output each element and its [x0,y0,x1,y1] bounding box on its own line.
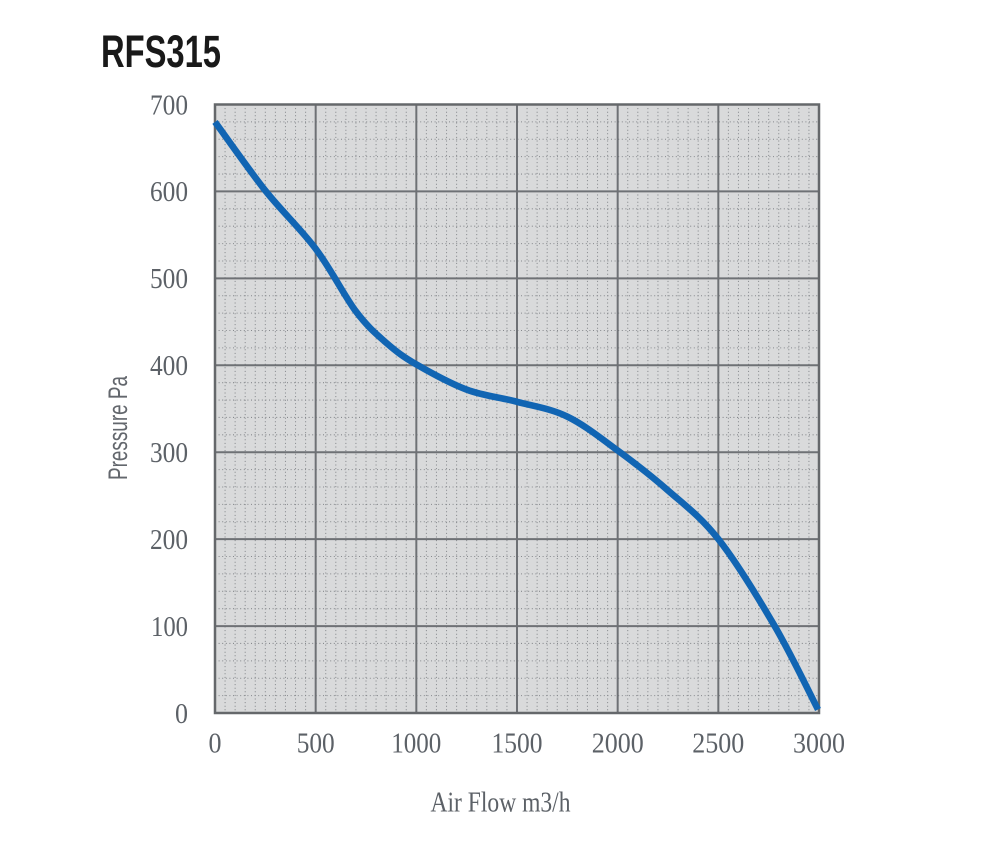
svg-text:500: 500 [297,728,335,760]
svg-text:Pressure Pa: Pressure Pa [103,375,133,480]
svg-text:RFS315: RFS315 [101,26,221,77]
svg-text:0: 0 [175,698,188,730]
svg-text:500: 500 [150,263,188,295]
svg-text:200: 200 [150,524,188,556]
svg-text:Air Flow m3/h: Air Flow m3/h [431,787,571,819]
svg-text:2500: 2500 [692,728,744,760]
svg-text:700: 700 [150,89,188,121]
svg-text:1000: 1000 [391,728,441,760]
svg-text:0: 0 [209,728,222,760]
svg-text:400: 400 [150,350,188,382]
svg-text:300: 300 [150,437,188,469]
svg-text:2000: 2000 [592,728,644,760]
svg-text:600: 600 [150,176,188,208]
svg-text:3000: 3000 [793,728,845,760]
svg-text:1500: 1500 [492,728,543,760]
svg-text:100: 100 [151,611,188,643]
